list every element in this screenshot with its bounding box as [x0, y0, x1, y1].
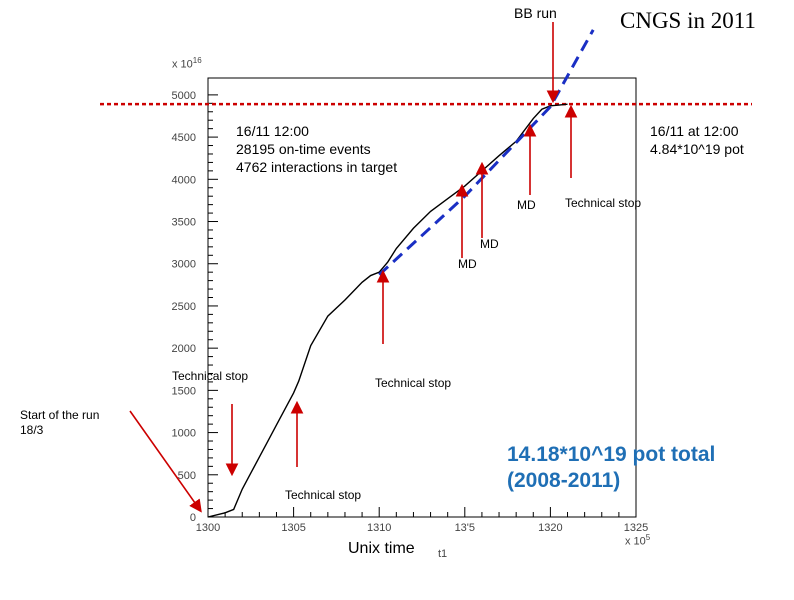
x-tick-label: 1325 — [624, 522, 648, 534]
x-tick-label: 13'5 — [455, 522, 475, 534]
info-line-1: 16/11 12:00 — [236, 123, 309, 139]
technical-stop-label-2: Technical stop — [172, 369, 249, 383]
start-of-run-arrow — [129, 410, 202, 513]
y-tick-label: 2000 — [172, 343, 196, 355]
y-tick-label: 3500 — [172, 217, 196, 229]
y-tick-label: 1000 — [172, 428, 196, 440]
pot-line-1: 16/11 at 12:00 — [650, 123, 739, 139]
md-label-3: MD — [458, 257, 477, 271]
x-axis-multiplier: x 105 — [625, 533, 651, 548]
x-axis-label-suffix: t1 — [438, 548, 448, 560]
technical-stop-label-3: Technical stop — [375, 376, 452, 390]
y-tick-label: 4500 — [172, 132, 196, 144]
chart-title: CNGS in 2011 — [620, 8, 756, 33]
info-line-3: 4762 interactions in target — [236, 159, 398, 175]
x-tick-label: 1310 — [367, 522, 391, 534]
technical-stop-label-4: Technical stop — [285, 488, 362, 502]
technical-stop-label-1: Technical stop — [565, 196, 642, 210]
start-of-run-line-1: Start of the run — [20, 408, 100, 422]
y-tick-label: 4000 — [172, 174, 196, 186]
x-axis-label: Unix time — [348, 540, 415, 557]
y-tick-label: 3000 — [172, 259, 196, 271]
x-tick-label: 1300 — [196, 522, 220, 534]
y-axis-multiplier: x 1016 — [172, 56, 202, 71]
y-tick-label: 500 — [178, 470, 196, 482]
projection-dashed-line — [378, 29, 595, 276]
total-pot-line-1: 14.18*10^19 pot total — [507, 443, 716, 466]
start-of-run-line-2: 18/3 — [20, 423, 44, 437]
y-tick-label: 1500 — [172, 385, 196, 397]
y-tick-label: 5000 — [172, 90, 196, 102]
pot-line-2: 4.84*10^19 pot — [650, 141, 744, 157]
x-tick-label: 1320 — [538, 522, 562, 534]
y-tick-label: 0 — [190, 512, 196, 524]
md-label-1: MD — [517, 198, 536, 212]
info-line-2: 28195 on-time events — [236, 141, 371, 157]
x-tick-label: 1305 — [281, 522, 305, 534]
y-tick-label: 2500 — [172, 301, 196, 313]
bb-run-label: BB run — [514, 5, 557, 21]
total-pot-line-2: (2008-2011) — [507, 469, 621, 492]
md-label-2: MD — [480, 237, 499, 251]
